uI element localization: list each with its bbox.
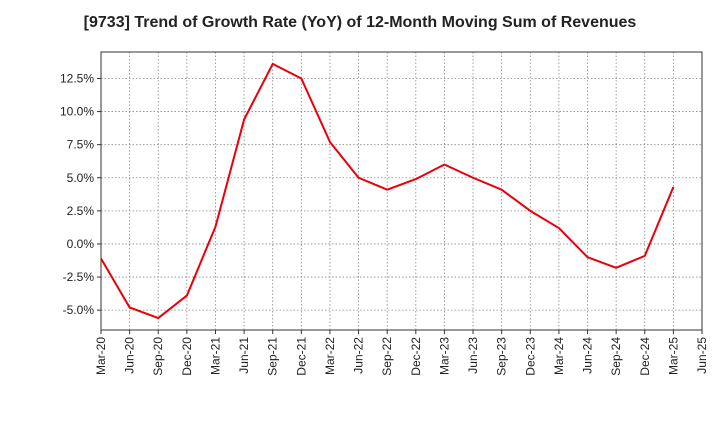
y-tick-label: 12.5% (60, 71, 94, 85)
y-tick-label: -5.0% (63, 303, 95, 317)
x-tick-label: Sep-23 (495, 337, 509, 376)
y-tick-label: 0.0% (67, 237, 95, 251)
y-tick-label: 7.5% (67, 138, 95, 152)
chart-title: [9733] Trend of Growth Rate (YoY) of 12-… (83, 14, 637, 31)
axis-layer: 12.5% 10.0% 7.5% 5.0% 2.5% 0.0% -2.5% -5.0% Mar-… (60, 51, 709, 376)
x-tick-label: Mar-23 (437, 337, 451, 375)
x-tick-label: Mar-22 (323, 337, 337, 375)
y-tick-label: 2.5% (67, 204, 95, 218)
x-tick-label: Jun-22 (352, 337, 366, 374)
series-layer (100, 62, 675, 320)
x-tick-label: Jun-20 (123, 337, 137, 374)
x-tick-label: Jun-21 (237, 337, 251, 374)
x-tick-label: Sep-21 (266, 337, 280, 376)
x-tick-label: Mar-25 (666, 337, 680, 375)
y-tick-label: -2.5% (63, 270, 95, 284)
x-tick-label: Dec-20 (180, 337, 194, 376)
x-tick-label: Mar-24 (552, 337, 566, 375)
x-tick-label: Jun-24 (581, 337, 595, 374)
plot-frame (100, 51, 703, 331)
plot-area (101, 52, 702, 330)
x-tick-label: Dec-23 (523, 337, 537, 376)
x-tick-label: Sep-24 (609, 337, 623, 376)
grid-layer (101, 52, 702, 330)
x-tick-label: Sep-22 (380, 337, 394, 376)
x-tick-label: Mar-20 (94, 337, 108, 375)
x-tick-label: Dec-22 (409, 337, 423, 376)
x-tick-label: Jun-23 (466, 337, 480, 374)
y-tick-label: 5.0% (67, 171, 95, 185)
x-tick-label: Sep-20 (151, 337, 165, 376)
x-tick-label: Dec-21 (294, 337, 308, 376)
x-tick-label: Jun-25 (695, 337, 709, 374)
x-tick-label: Mar-21 (208, 337, 222, 375)
x-tick-label: Dec-24 (638, 337, 652, 376)
y-tick-label: 10.0% (60, 105, 94, 119)
